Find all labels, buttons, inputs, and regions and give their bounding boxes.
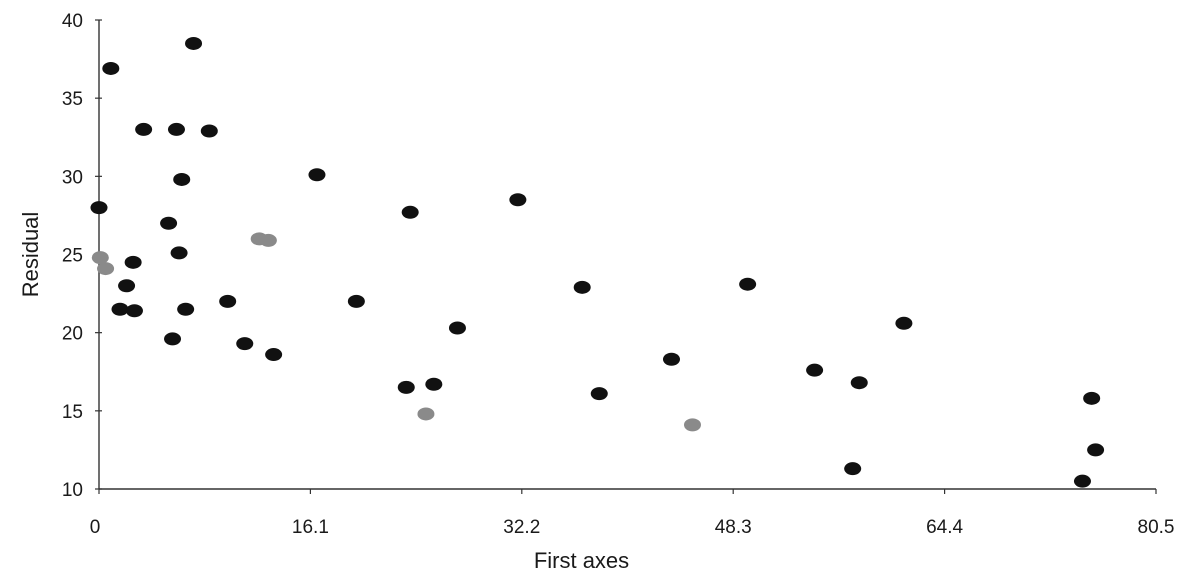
data-point bbox=[97, 262, 115, 276]
data-point bbox=[1073, 474, 1091, 488]
y-axis-title: Residual bbox=[18, 212, 43, 298]
data-point bbox=[590, 387, 608, 401]
x-tick-label: 16.1 bbox=[292, 517, 329, 538]
data-point bbox=[135, 122, 153, 136]
data-point bbox=[185, 36, 203, 50]
data-point bbox=[448, 321, 466, 335]
x-tick-label: 0 bbox=[90, 517, 101, 538]
data-point bbox=[160, 216, 178, 230]
data-point bbox=[895, 316, 913, 330]
data-point bbox=[219, 294, 237, 308]
x-axis-title: First axes bbox=[534, 548, 629, 573]
data-point bbox=[844, 462, 862, 476]
data-point bbox=[236, 337, 254, 351]
data-point bbox=[806, 363, 824, 377]
data-point bbox=[173, 172, 191, 186]
y-tick-label: 40 bbox=[62, 11, 83, 32]
data-points bbox=[90, 36, 1105, 488]
x-tick-label: 48.3 bbox=[715, 517, 752, 538]
y-tick-label: 20 bbox=[62, 324, 83, 345]
data-point bbox=[170, 246, 188, 260]
data-point bbox=[739, 277, 757, 291]
data-point bbox=[125, 304, 143, 318]
data-point bbox=[308, 168, 326, 182]
data-point bbox=[683, 418, 701, 432]
x-axis-ticks: 0 16.1 32.2 48.3 64.4 80.5 bbox=[90, 489, 1175, 538]
y-tick-label: 25 bbox=[62, 246, 83, 267]
data-point bbox=[124, 255, 142, 269]
y-tick-label: 35 bbox=[62, 89, 83, 110]
data-point bbox=[177, 302, 195, 316]
data-point bbox=[111, 302, 129, 316]
y-tick-label: 15 bbox=[62, 402, 83, 423]
data-point bbox=[102, 61, 120, 75]
data-point bbox=[401, 205, 419, 219]
data-point bbox=[1087, 443, 1105, 457]
data-point bbox=[397, 380, 415, 394]
axes bbox=[98, 20, 1156, 490]
data-point bbox=[509, 193, 527, 207]
x-tick-label: 64.4 bbox=[926, 517, 963, 538]
data-point bbox=[167, 122, 185, 136]
data-point bbox=[118, 279, 136, 293]
data-point bbox=[425, 377, 443, 391]
data-point bbox=[164, 332, 182, 346]
data-point bbox=[91, 251, 109, 265]
data-point bbox=[573, 280, 591, 294]
x-tick-label: 80.5 bbox=[1138, 517, 1175, 538]
data-point bbox=[90, 201, 108, 215]
data-point bbox=[850, 376, 868, 390]
data-point bbox=[662, 352, 680, 366]
data-point bbox=[200, 124, 218, 138]
y-axis-ticks: 10 15 20 25 30 35 40 bbox=[62, 11, 102, 501]
data-point bbox=[1083, 391, 1101, 405]
x-tick-label: 32.2 bbox=[503, 517, 540, 538]
data-point bbox=[417, 407, 435, 421]
data-point bbox=[259, 233, 277, 247]
data-point bbox=[347, 294, 365, 308]
y-tick-label: 30 bbox=[62, 167, 83, 188]
data-point bbox=[265, 348, 283, 362]
y-tick-label: 10 bbox=[62, 480, 83, 501]
